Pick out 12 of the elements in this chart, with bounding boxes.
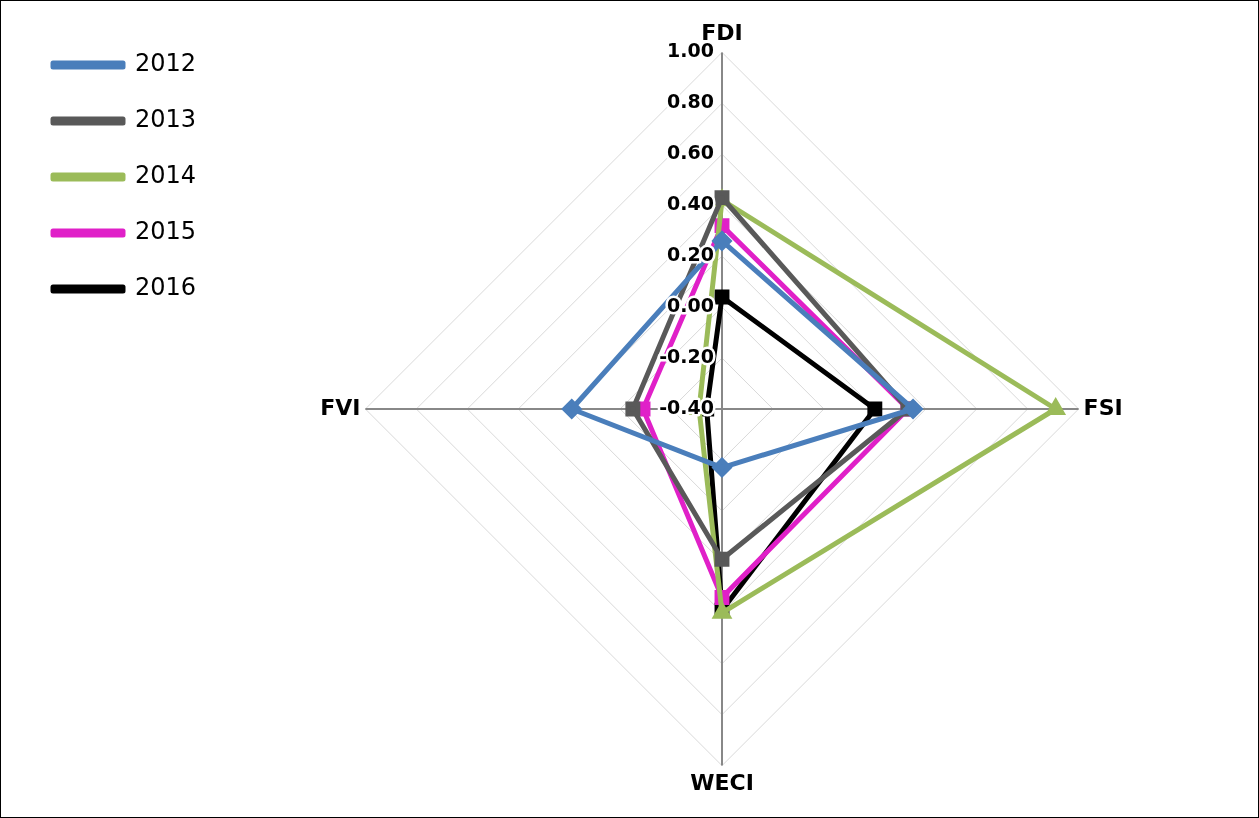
legend-label: 2013 [135, 105, 197, 134]
y-tick-label: 0.40 [667, 192, 714, 215]
y-tick-label: 0.60 [667, 141, 714, 164]
y-tick-label: 0.80 [667, 90, 714, 113]
legend-label: 2014 [135, 161, 197, 190]
legend-label: 2015 [135, 217, 197, 246]
y-tick-label: 1.00 [667, 39, 714, 62]
spoke-label: FSI [1083, 394, 1123, 420]
legend-label: 2012 [135, 49, 197, 78]
spoke-label: WECI [690, 769, 754, 795]
spoke-label: FVI [320, 394, 361, 420]
legend-label: 2016 [135, 273, 197, 302]
